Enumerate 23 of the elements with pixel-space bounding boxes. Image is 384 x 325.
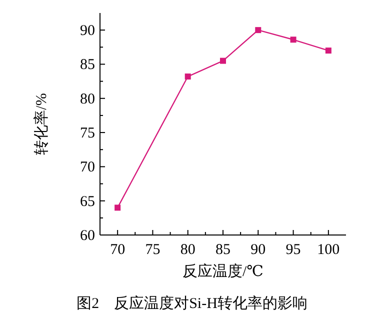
y-axis-title: 转化率/% [33,93,50,155]
point [184,74,191,80]
x-tick-label: 75 [145,242,160,258]
y-tick-label: 70 [80,160,95,176]
y-tick-label: 75 [80,126,95,142]
caption: 图2 反应温度对Si-H转化率的影响 [76,295,308,312]
x-tick-label: 95 [286,242,301,258]
point [290,36,296,43]
point [220,58,226,64]
point [255,27,262,34]
x-tick-label: 85 [216,242,230,258]
point [114,204,121,211]
y-tick-label: 85 [80,57,95,74]
y-tick-label: 80 [80,91,95,108]
x-tick-label: 70 [110,242,126,258]
x-axis-title: 反应温度/℃ [182,263,264,280]
y-tick-label: 65 [80,194,95,210]
x-tick-label: 90 [250,242,266,258]
point [325,48,332,54]
y-tick-label: 90 [80,23,95,40]
x-tick-label: 80 [180,242,196,258]
y-tick-label: 60 [80,228,95,244]
x-tick-label: 100 [317,242,340,258]
